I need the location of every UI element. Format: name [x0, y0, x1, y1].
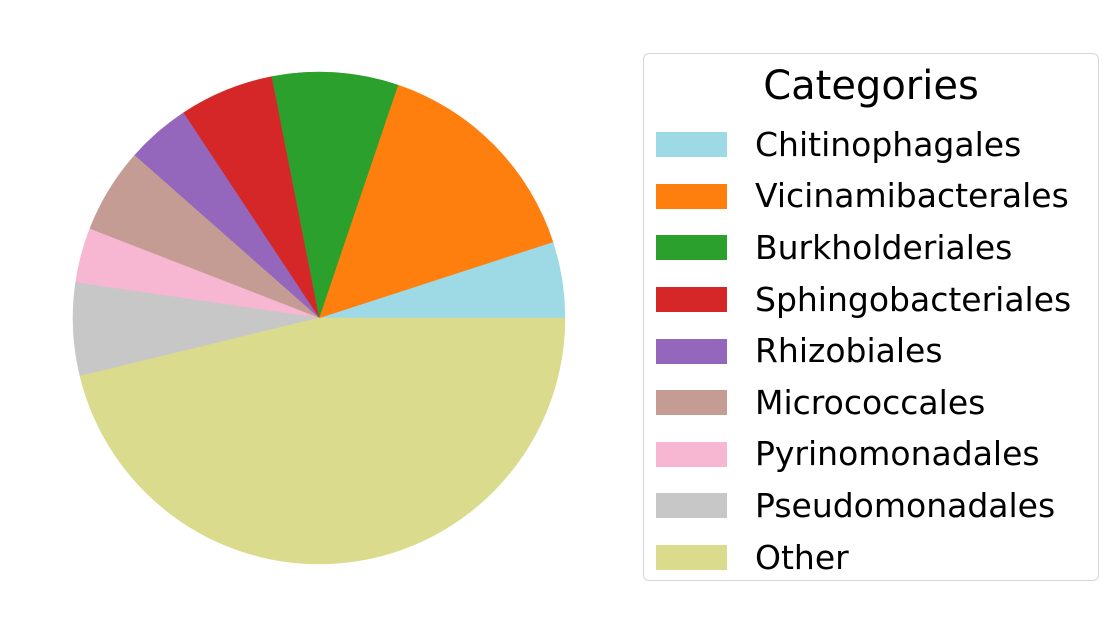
legend-entry-pyrinomonadales: Pyrinomonadales: [656, 429, 1071, 481]
pie-slices: [72, 71, 566, 565]
legend-entry-sphingobacteriales: Sphingobacteriales: [656, 274, 1071, 326]
legend-label-micrococcales: Micrococcales: [755, 382, 986, 422]
pie-slice-vicinamibacterales: [318, 84, 554, 319]
legend-entry-other: Other: [656, 532, 1071, 584]
legend-entry-vicinamibacterales: Vicinamibacterales: [656, 171, 1071, 223]
legend-swatch-pseudomonadales: [656, 493, 727, 519]
legend-swatch-other: [656, 545, 727, 571]
legend-swatch-pyrinomonadales: [656, 441, 727, 467]
legend-title: Categories: [763, 63, 979, 109]
legend-label-pyrinomonadales: Pyrinomonadales: [755, 434, 1040, 474]
legend-label-vicinamibacterales: Vicinamibacterales: [755, 176, 1069, 216]
legend-label-rhizobiales: Rhizobiales: [755, 331, 943, 371]
legend-swatch-rhizobiales: [656, 338, 727, 364]
legend-swatch-sphingobacteriales: [656, 287, 727, 313]
legend-entries: Chitinophagales Vicinamibacterales Burkhol…: [656, 119, 1071, 583]
legend-label-other: Other: [755, 537, 849, 577]
legend-entry-rhizobiales: Rhizobiales: [656, 325, 1071, 377]
pie-slice-other: [79, 317, 566, 565]
legend-swatch-micrococcales: [656, 390, 727, 416]
legend-swatch-burkholderiales: [656, 235, 727, 261]
legend-label-sphingobacteriales: Sphingobacteriales: [755, 279, 1072, 319]
legend-label-pseudomonadales: Pseudomonadales: [755, 485, 1056, 525]
pie-slice-burkholderiales: [271, 71, 399, 319]
legend: Categories Chitinophagales Vicinamibacter…: [643, 53, 1099, 581]
legend-entry-micrococcales: Micrococcales: [656, 377, 1071, 429]
legend-label-chitinophagales: Chitinophagales: [755, 124, 1022, 164]
legend-swatch-vicinamibacterales: [656, 183, 727, 209]
legend-entry-burkholderiales: Burkholderiales: [656, 222, 1071, 274]
legend-entry-pseudomonadales: Pseudomonadales: [656, 480, 1071, 532]
legend-entry-chitinophagales: Chitinophagales: [656, 119, 1071, 171]
pie-chart: [72, 71, 566, 565]
legend-swatch-chitinophagales: [656, 132, 727, 158]
legend-label-burkholderiales: Burkholderiales: [755, 227, 1013, 267]
